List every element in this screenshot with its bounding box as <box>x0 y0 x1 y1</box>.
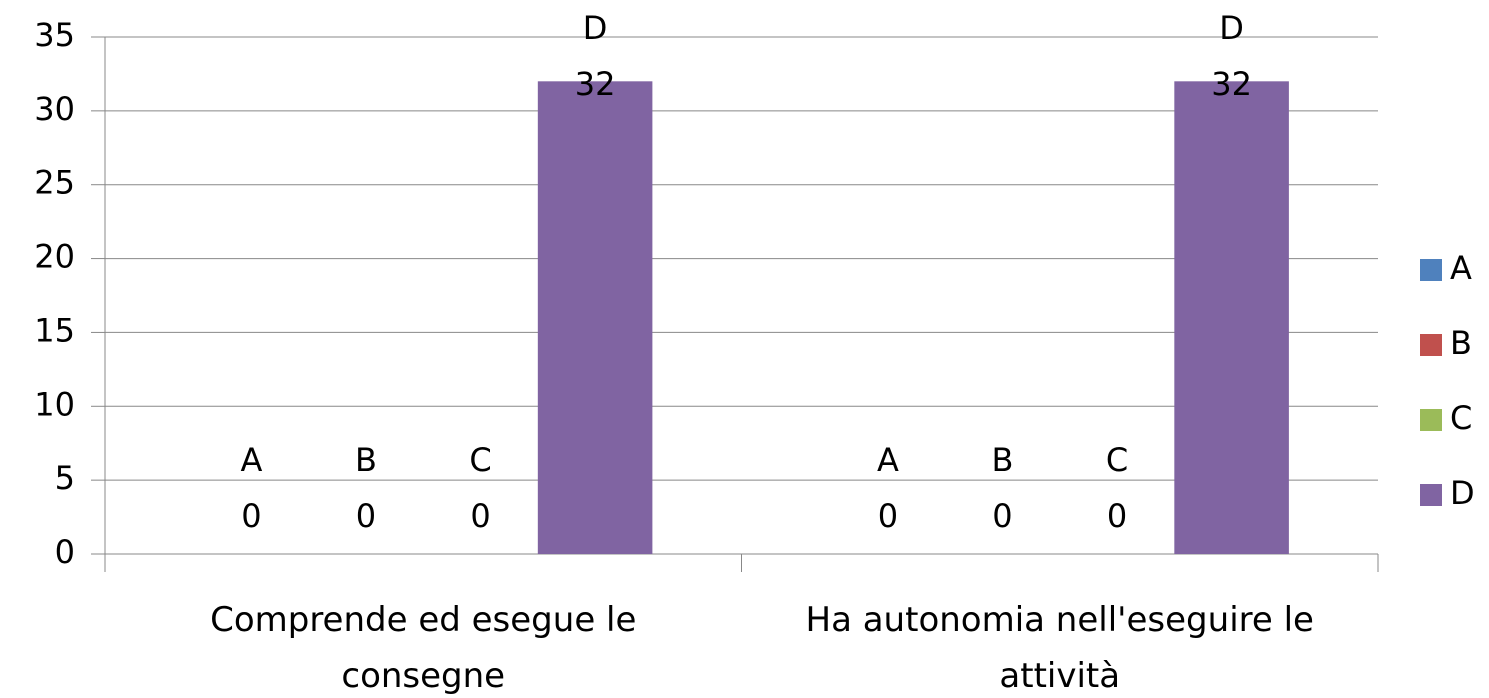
data-label-name: B <box>991 441 1013 479</box>
data-label: 0 <box>992 497 1012 535</box>
legend-label: D <box>1450 474 1475 512</box>
data-label: 0 <box>470 497 490 535</box>
data-label-name: A <box>240 441 262 479</box>
y-tick-label: 30 <box>34 90 75 128</box>
legend-swatch <box>1420 409 1442 431</box>
y-tick-label: 5 <box>55 459 75 497</box>
data-label-name: D <box>1219 9 1244 47</box>
y-tick-label: 0 <box>55 533 75 571</box>
data-label-name: B <box>355 441 377 479</box>
data-label-name: C <box>469 441 491 479</box>
data-label: 0 <box>878 497 898 535</box>
y-tick-label: 10 <box>34 385 75 423</box>
legend-swatch <box>1420 484 1442 506</box>
data-label: 32 <box>575 65 616 103</box>
y-tick-label: 20 <box>34 238 75 276</box>
data-label-name: D <box>583 9 608 47</box>
data-label: 0 <box>241 497 261 535</box>
data-label-name: C <box>1106 441 1128 479</box>
x-tick-label: Ha autonomia nell'eseguire le attività <box>805 600 1314 696</box>
data-label: 0 <box>356 497 376 535</box>
x-tick-label: Comprende ed esegue le consegne <box>210 600 637 696</box>
bar <box>1174 81 1289 555</box>
bar <box>537 81 653 555</box>
y-tick-label: 25 <box>34 164 75 202</box>
data-label: 0 <box>1107 497 1127 535</box>
data-label-name: A <box>877 441 899 479</box>
data-label: 32 <box>1211 65 1252 103</box>
legend-label: C <box>1450 399 1472 437</box>
legend-label: A <box>1450 249 1472 287</box>
y-tick-label: 15 <box>34 311 75 349</box>
y-tick-label: 35 <box>34 16 75 54</box>
legend-label: B <box>1450 324 1472 362</box>
legend-swatch <box>1420 334 1442 356</box>
legend-swatch <box>1420 259 1442 281</box>
